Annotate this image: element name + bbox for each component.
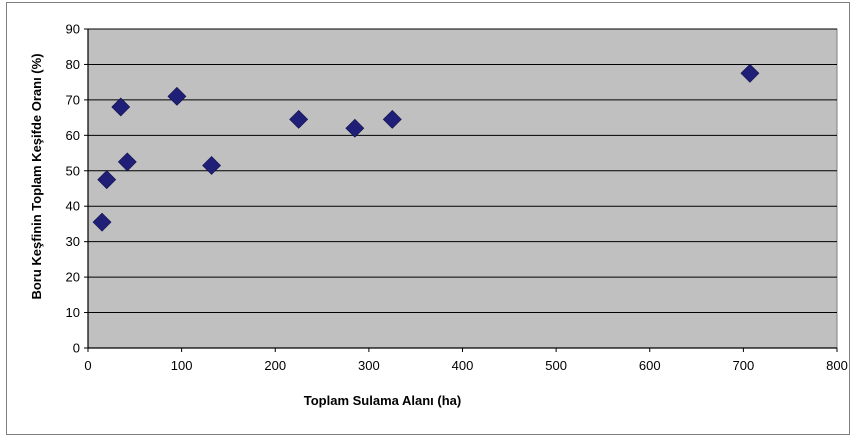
y-tick-label: 80 bbox=[66, 57, 80, 72]
data-point bbox=[202, 156, 222, 175]
data-point bbox=[117, 152, 137, 172]
y-tick-label: 90 bbox=[66, 22, 80, 37]
x-tick-label: 500 bbox=[545, 358, 567, 373]
data-point bbox=[92, 212, 112, 232]
x-axis-title: Toplam Sulama Alanı (ha) bbox=[304, 393, 461, 408]
y-tick-label: 60 bbox=[66, 128, 80, 143]
data-point bbox=[345, 118, 365, 138]
scatter-chart: 0 10 20 30 40 50 60 70 80 90 0 100 200 300 400 500 600 70… bbox=[29, 22, 848, 409]
y-tick-label: 0 bbox=[73, 341, 80, 356]
x-tick-label: 600 bbox=[639, 358, 661, 373]
data-point bbox=[382, 109, 402, 129]
y-tick-label: 10 bbox=[66, 305, 80, 320]
x-tick-label: 100 bbox=[171, 358, 193, 373]
data-point bbox=[97, 170, 117, 190]
y-tick-label: 20 bbox=[66, 270, 80, 285]
axes bbox=[84, 28, 838, 352]
x-tick-label: 400 bbox=[452, 358, 474, 373]
y-axis-title: Boru Keşfinin Toplam Keşifde Oranı (%) bbox=[29, 53, 44, 299]
data-point bbox=[167, 86, 187, 106]
x-tick-label: 800 bbox=[826, 358, 848, 373]
data-point bbox=[111, 97, 131, 117]
chart-frame: 0 10 20 30 40 50 60 70 80 90 0 100 200 300 400 500 600 70… bbox=[6, 2, 850, 435]
x-tick-label: 300 bbox=[358, 358, 380, 373]
x-tick-label: 0 bbox=[84, 358, 91, 373]
x-tick-label: 700 bbox=[733, 358, 755, 373]
tick-labels: 0 10 20 30 40 50 60 70 80 90 0 100 200 300 400 500 600 70… bbox=[66, 22, 848, 374]
data-point bbox=[740, 63, 760, 83]
data-points bbox=[92, 63, 760, 232]
y-tick-label: 40 bbox=[66, 199, 80, 214]
y-tick-label: 30 bbox=[66, 234, 80, 249]
y-tick-label: 50 bbox=[66, 163, 80, 178]
data-point bbox=[289, 109, 309, 129]
plot-area bbox=[87, 28, 838, 349]
x-tick-label: 200 bbox=[264, 358, 286, 373]
y-tick-label: 70 bbox=[66, 92, 80, 107]
